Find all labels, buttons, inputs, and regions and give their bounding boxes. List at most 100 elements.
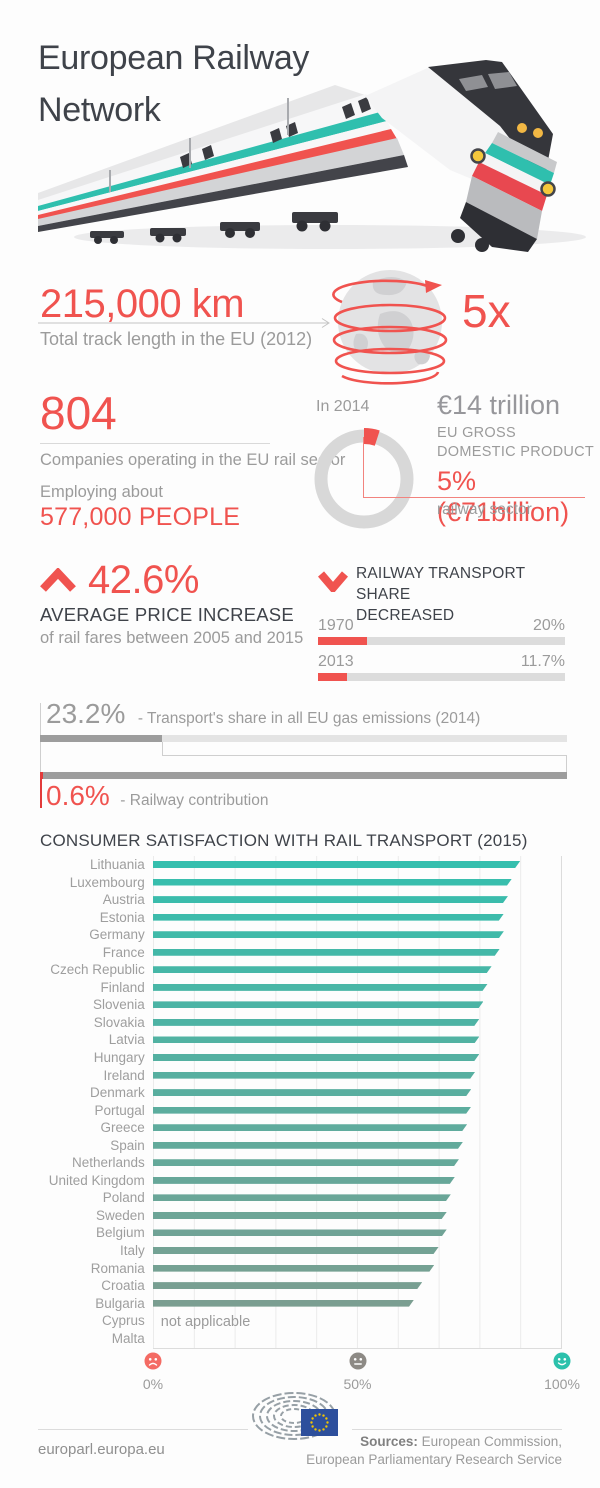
chart-row — [153, 1067, 561, 1085]
chart-bar — [153, 914, 504, 921]
gdp-total-value: €14 trillion — [437, 390, 561, 420]
chart-labels-column: Lithuania Luxembourg Austria Estonia Germany… — [40, 856, 153, 1349]
chart-row — [153, 944, 561, 962]
x-tick-100: 100% — [544, 1376, 580, 1392]
chart-category-label: Estonia — [99, 909, 145, 925]
chart-row — [153, 909, 561, 927]
page-title-line2: Network — [38, 91, 161, 129]
gdp-total-caption: EU GROSS DOMESTIC PRODUCT — [437, 424, 594, 462]
chart-row — [153, 926, 561, 944]
chart-row — [153, 1084, 561, 1102]
consumer-satisfaction-chart: Lithuania Luxembourg Austria Estonia Germany… — [40, 856, 562, 1349]
chart-category-label: Sweden — [95, 1207, 145, 1223]
emissions-bar-total — [40, 735, 567, 742]
gdp-caption-line2: DOMESTIC PRODUCT — [437, 444, 595, 460]
chart-bar — [153, 1019, 480, 1026]
not-applicable-note: not applicable — [160, 1314, 251, 1330]
track-length-caption: Total track length in the EU (2012) — [40, 329, 313, 349]
chart-bar — [153, 1212, 447, 1219]
footer-sources-line1: Sources: European Commission, — [306, 1433, 562, 1451]
modal-share-fill-1970 — [318, 637, 368, 645]
chart-bar — [153, 984, 488, 991]
footer-sources-line2: European Parliamentary Research Service — [306, 1452, 562, 1467]
emissions-rail-caption: - Railway contribution — [120, 792, 269, 809]
footer-sources: Sources: European Commission, European P… — [306, 1433, 562, 1469]
chart-title: CONSUMER SATISFACTION WITH RAIL TRANSPOR… — [40, 831, 528, 850]
chart-category-label: Malta — [111, 1330, 145, 1346]
emissions-transport-value: 23.2% — [46, 698, 126, 729]
employing-label: Employing about — [40, 483, 163, 501]
chart-bar — [153, 931, 504, 938]
chart-category-label: Lithuania — [89, 857, 145, 872]
chart-category-label: Bulgaria — [95, 1295, 145, 1311]
chart-bar — [153, 1229, 447, 1236]
modal-share-year-2013: 2013 — [318, 653, 354, 670]
chart-row — [153, 1189, 561, 1207]
emissions-connector-v1 — [162, 742, 163, 755]
chart-bar — [153, 1001, 484, 1008]
emissions-connector-v2 — [566, 755, 567, 772]
chart-category-label: Slovakia — [93, 1014, 145, 1030]
chart-category-label: Czech Republic — [50, 962, 145, 978]
modal-share-bar-2013 — [318, 673, 565, 681]
chart-row — [153, 1137, 561, 1155]
chart-category-label: United Kingdom — [48, 1172, 145, 1188]
emissions-bar-transport-seg — [40, 735, 163, 742]
chart-bar — [153, 861, 520, 868]
chart-bar — [153, 966, 492, 973]
modal-share-title-line1: RAILWAY TRANSPORT SHARE — [356, 565, 526, 603]
fares-label: AVERAGE PRICE INCREASE — [40, 604, 294, 625]
chart-row — [153, 1242, 561, 1260]
modal-share-bar-1970 — [318, 637, 565, 645]
chart-bar — [153, 879, 512, 886]
chart-row — [153, 1330, 561, 1348]
chart-bar — [153, 1265, 435, 1272]
fares-caption: of rail fares between 2005 and 2015 — [40, 629, 304, 647]
footer-site-url: europarl.europa.eu — [38, 1441, 165, 1458]
modal-share-title: RAILWAY TRANSPORT SHARE DECREASED — [356, 563, 571, 626]
gdp-donut-chart — [313, 428, 415, 530]
chart-bar — [153, 1159, 459, 1166]
gdp-rail-share-caption: railway sector — [437, 501, 532, 518]
chart-bar — [153, 1054, 480, 1061]
eu-flag — [301, 1409, 338, 1436]
chart-category-label: Belgium — [96, 1225, 145, 1241]
chart-row — [153, 1295, 561, 1313]
chart-plot-area: not applicable — [152, 856, 562, 1349]
chart-category-label: Italy — [120, 1243, 145, 1259]
chart-row — [153, 979, 561, 997]
chart-category-label: France — [102, 944, 145, 960]
emissions-transport-row: 23.2% - Transport's share in all EU gas … — [46, 698, 480, 730]
chart-bar — [153, 1177, 455, 1184]
track-length-value: 215,000 km — [40, 282, 245, 326]
donut-leader-vline — [363, 437, 364, 497]
sad-face-icon — [144, 1352, 162, 1370]
chart-row — [153, 1277, 561, 1295]
footer-divider-left — [38, 1429, 248, 1430]
chart-category-label: Slovenia — [92, 997, 145, 1013]
chart-bar — [153, 1282, 422, 1289]
chart-category-label: Luxembourg — [69, 874, 145, 890]
chart-category-label: Cyprus — [102, 1313, 145, 1329]
chevron-down-icon — [318, 571, 348, 592]
chart-bar — [153, 896, 508, 903]
chart-category-label: Austria — [102, 892, 145, 908]
modal-share-pct-2013: 11.7% — [520, 653, 565, 670]
emissions-bar-expanded — [40, 772, 567, 779]
chart-category-label: Ireland — [103, 1067, 145, 1083]
chart-category-label: Romania — [90, 1260, 145, 1276]
gdp-caption-line1: EU GROSS — [437, 425, 516, 441]
chart-row — [153, 1312, 561, 1330]
chart-bar — [153, 949, 500, 956]
fares-value: 42.6% — [88, 558, 199, 602]
globe-spiral-icon — [332, 270, 448, 385]
modal-share-pct-1970: 20% — [532, 617, 565, 634]
chart-category-label: Finland — [100, 979, 145, 995]
emissions-transport-caption: - Transport's share in all EU gas emissi… — [137, 710, 481, 727]
chart-bar — [153, 1124, 467, 1131]
chart-category-label: Spain — [110, 1137, 145, 1153]
chart-row — [153, 961, 561, 979]
emissions-rail-tick — [40, 772, 42, 808]
modal-share-title-line2: DECREASED — [356, 607, 455, 624]
